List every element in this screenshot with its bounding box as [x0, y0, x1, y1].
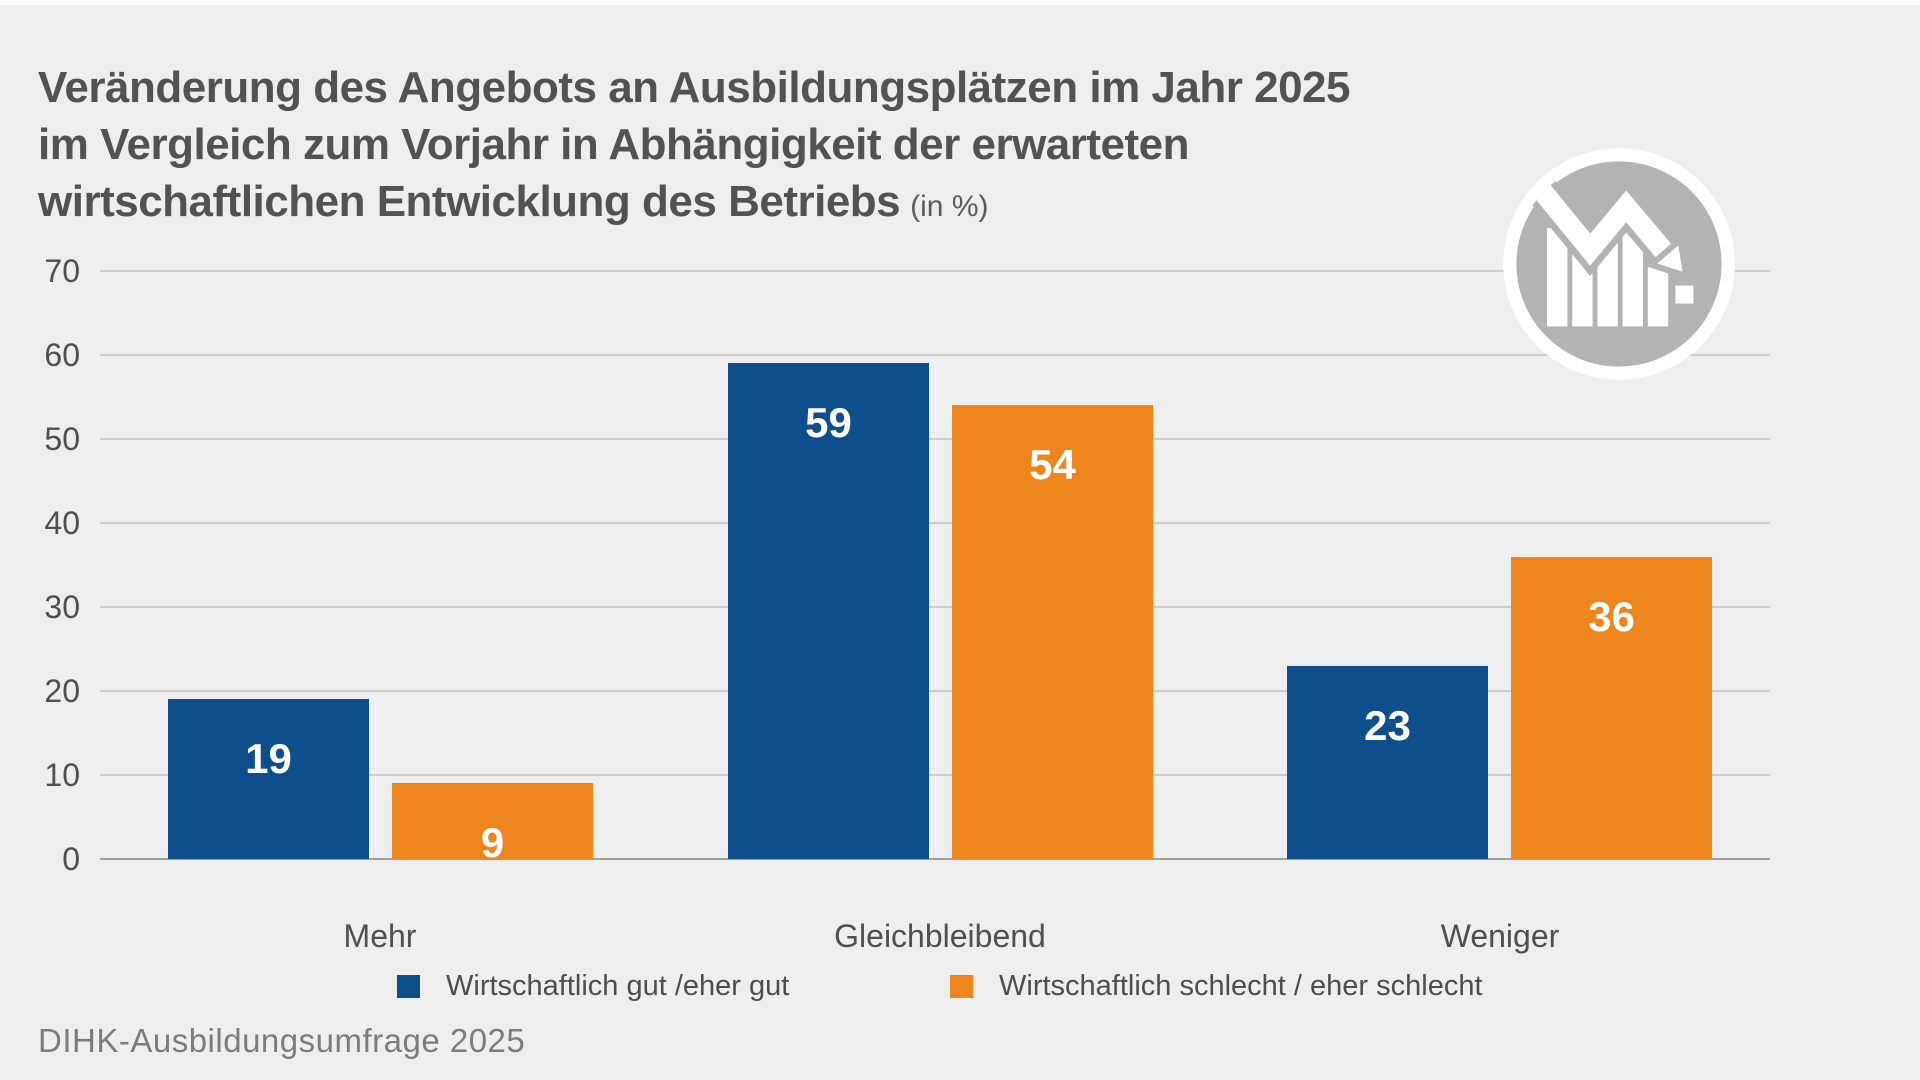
chart-title-line-2: im Vergleich zum Vorjahr in Abhängigkeit… — [38, 120, 1190, 170]
y-tick-label-20: 20 — [44, 673, 80, 709]
gridline-20 — [100, 690, 1770, 692]
top-edge-strip — [0, 0, 1920, 5]
declining-chart-icon — [1499, 144, 1739, 384]
gridline-30 — [100, 606, 1770, 608]
y-tick-label-70: 70 — [44, 253, 80, 289]
bar-value-label: 23 — [1364, 702, 1411, 749]
chart-title: Veränderung des Angebots an Ausbildungsp… — [38, 59, 1350, 235]
chart-title-line-3: wirtschaftlichen Entwicklung des Betrieb… — [38, 177, 901, 227]
bar-value-label: 36 — [1588, 593, 1635, 640]
bar-value-label: 59 — [805, 399, 852, 446]
bar-value-label: 19 — [245, 735, 292, 782]
category-label-mehr: Mehr — [343, 918, 417, 954]
category-label-gleichbleibend: Gleichbleibend — [834, 918, 1046, 954]
category-label-weniger: Weniger — [1440, 918, 1560, 954]
chart-title-line-1: Veränderung des Angebots an Ausbildungsp… — [38, 63, 1350, 113]
y-tick-label-30: 30 — [44, 589, 80, 625]
y-tick-label-10: 10 — [44, 757, 80, 793]
legend-swatch-orange — [950, 974, 973, 998]
plot-area: 0 10 20 30 40 50 60 70 19 59 23 9 54 36 Mehr Gleichblei… — [44, 253, 1770, 954]
gridline-50 — [100, 438, 1770, 440]
unit-note: (in %) — [910, 190, 989, 224]
declining-chart-icon-svg — [1503, 148, 1735, 380]
legend-item-good: Wirtschaftlich gut /eher gut — [397, 969, 789, 1003]
gridline-70 — [100, 270, 1770, 272]
bar-weniger-series-2: 36 — [1511, 557, 1712, 859]
legend-label-bad: Wirtschaftlich schlecht / eher schlecht — [999, 969, 1483, 1002]
bar-weniger-series-1: 23 — [1287, 666, 1488, 859]
x-axis-baseline — [100, 858, 1770, 860]
legend-item-bad: Wirtschaftlich schlecht / eher schlecht — [950, 969, 1483, 1003]
bar-mehr-series-2: 9 — [392, 783, 593, 866]
y-tick-label-0: 0 — [62, 841, 80, 877]
y-tick-label-60: 60 — [44, 337, 80, 373]
bar-gleichbleibend-series-1: 59 — [728, 363, 929, 859]
bar-value-label: 9 — [480, 819, 505, 866]
y-tick-label-50: 50 — [44, 421, 80, 457]
bar-gleichbleibend-series-2: 54 — [952, 405, 1153, 859]
source-note: DIHK-Ausbildungsumfrage 2025 — [38, 1022, 526, 1059]
gridline-40 — [100, 522, 1770, 524]
gridline-10 — [100, 774, 1770, 776]
gridline-60 — [100, 354, 1770, 356]
legend-label-good: Wirtschaftlich gut /eher gut — [446, 969, 790, 1002]
legend-swatch-blue — [397, 974, 420, 998]
bar-value-label: 54 — [1029, 441, 1076, 488]
y-tick-label-40: 40 — [44, 505, 80, 541]
bar-mehr-series-1: 19 — [168, 699, 369, 859]
